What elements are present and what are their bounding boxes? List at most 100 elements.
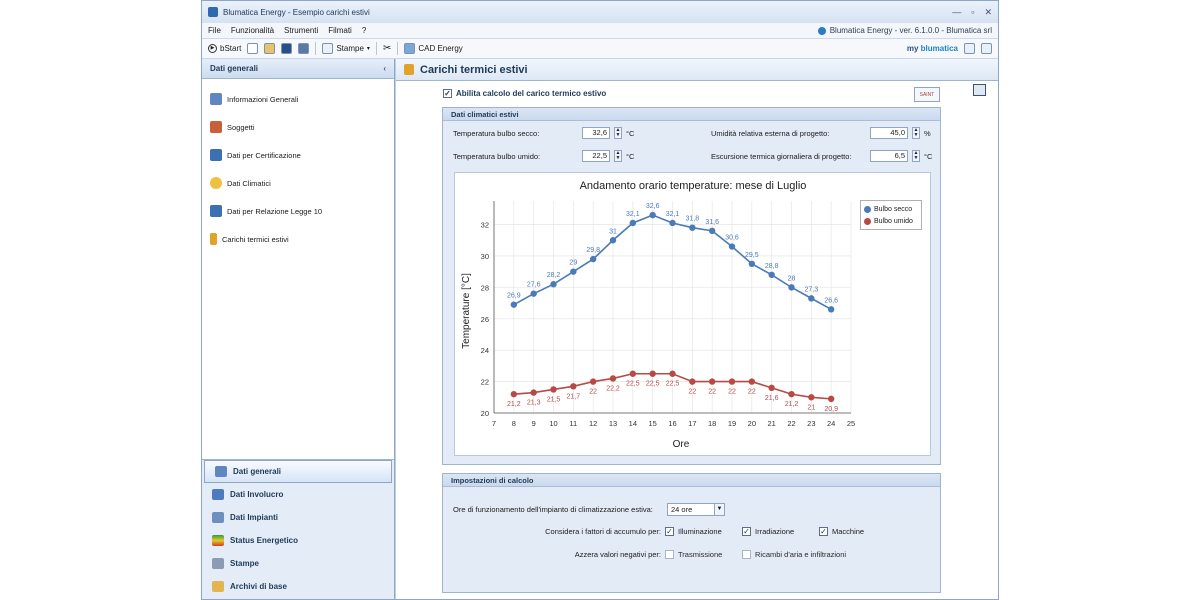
save-as-icon[interactable]	[298, 43, 310, 54]
menu-file[interactable]: File	[208, 26, 221, 35]
data-point	[510, 390, 518, 398]
wet-bulb-spinner[interactable]: ▲ ▼	[614, 150, 622, 162]
close-icon[interactable]: ✕	[984, 6, 992, 17]
x-tick-label: 13	[609, 419, 617, 428]
excursion-spinner[interactable]: ▲ ▼	[912, 150, 920, 162]
data-point	[808, 295, 815, 302]
sidebar-item-soggetti[interactable]: Soggetti	[202, 113, 394, 141]
hours-select[interactable]: 24 ore ▼	[667, 503, 725, 516]
energy-label-icon	[212, 535, 224, 546]
illuminazione-checkbox[interactable]: ✓ Illuminazione	[665, 527, 722, 536]
x-tick-label: 10	[549, 419, 557, 428]
bstart-button[interactable]: ▶ bStart	[208, 44, 241, 53]
data-label: 22,5	[646, 381, 660, 388]
irradiazione-checkbox[interactable]: ✓ Irradiazione	[742, 527, 795, 536]
toolbar: ▶ bStart Stampe ▾ ✂ CAD Energy my blumat…	[202, 39, 998, 59]
data-point	[708, 227, 716, 235]
sidebar-item-dati-climatici[interactable]: Dati Climatici	[202, 169, 394, 197]
humidity-spinner[interactable]: ▲ ▼	[912, 127, 920, 139]
menu-strumenti[interactable]: Strumenti	[284, 26, 319, 35]
left-panel: Dati generali ‹ Informazioni Generali So…	[202, 59, 395, 599]
enable-summer-load-checkbox[interactable]: ✓ Abilita calcolo del carico termico est…	[443, 89, 607, 98]
data-label: 22	[589, 389, 597, 396]
saint-button[interactable]: SAINT	[914, 87, 940, 102]
chevron-down-icon[interactable]: ▼	[714, 504, 724, 515]
new-file-icon[interactable]	[247, 43, 259, 54]
ricambi-aria-checkbox[interactable]: Ricambi d'aria e infiltrazioni	[742, 550, 846, 559]
data-label: 21,2	[785, 401, 799, 408]
data-label: 28,2	[547, 272, 561, 279]
panel-toggle-icon[interactable]	[973, 84, 986, 96]
data-label: 32,6	[646, 203, 660, 210]
info-general-icon	[210, 93, 222, 105]
tools-icon[interactable]: ✂	[382, 43, 392, 54]
main-content: Carichi termici estivi ✓ Abilita calcolo…	[395, 59, 998, 599]
macchine-checkbox[interactable]: ✓ Macchine	[819, 527, 865, 536]
nav-dati-impianti[interactable]: Dati Impianti	[202, 506, 394, 529]
nav-stampe[interactable]: Stampe	[202, 552, 394, 575]
sidebar-item-carichi-termici[interactable]: Carichi termici estivi	[202, 225, 394, 253]
wet-bulb-input[interactable]: 22,5	[582, 150, 610, 162]
data-label: 31,6	[705, 219, 719, 226]
chart-title: Andamento orario temperature: mese di Lu…	[580, 180, 807, 192]
nav-dati-generali[interactable]: Dati generali	[204, 460, 392, 483]
data-point	[827, 306, 835, 313]
negative-row: Azzera valori negativi per: Trasmissione…	[574, 550, 847, 559]
data-point	[748, 378, 756, 385]
settings-icon[interactable]	[964, 43, 975, 54]
y-tick-label: 24	[481, 346, 489, 355]
y-tick-label: 22	[481, 378, 489, 387]
stampe-button[interactable]: Stampe ▾	[322, 43, 370, 54]
menu-funzionalita[interactable]: Funzionalità	[230, 26, 275, 35]
data-label: 22	[708, 389, 716, 396]
sidebar-item-relazione-legge-10[interactable]: Dati per Relazione Legge 10	[202, 197, 394, 225]
data-label: 21,2	[507, 401, 521, 408]
collapse-chevron-icon[interactable]: ‹	[383, 64, 386, 73]
x-tick-label: 12	[589, 419, 597, 428]
data-label: 21,6	[765, 395, 779, 402]
dry-bulb-spinner[interactable]: ▲ ▼	[614, 127, 622, 139]
menu-help[interactable]: ?	[361, 26, 367, 35]
checkbox-checked-icon[interactable]: ✓	[443, 89, 452, 98]
document-icon	[210, 205, 222, 217]
minimize-icon[interactable]: —	[952, 6, 962, 17]
x-tick-label: 17	[688, 419, 696, 428]
data-point	[530, 290, 537, 297]
menu-filmati[interactable]: Filmati	[328, 26, 352, 35]
data-point	[530, 389, 537, 396]
y-tick-label: 30	[481, 252, 489, 261]
nav-dati-involucro[interactable]: Dati Involucro	[202, 483, 394, 506]
sidebar-item-certificazione[interactable]: Dati per Certificazione	[202, 141, 394, 169]
sidebar-item-informazioni-generali[interactable]: Informazioni Generali	[202, 85, 394, 113]
data-label: 29,5	[745, 252, 759, 259]
x-tick-label: 8	[512, 419, 516, 428]
x-tick-label: 9	[532, 419, 536, 428]
data-label: 21,5	[547, 396, 561, 403]
data-point	[748, 260, 756, 268]
dry-bulb-input[interactable]: 32,6	[582, 127, 610, 139]
excursion-input[interactable]: 6,5	[870, 150, 908, 162]
data-label: 28	[788, 275, 796, 282]
excursion-row: Escursione termica giornaliera di proget…	[711, 150, 933, 162]
nav-status-energetico[interactable]: Status Energetico	[202, 529, 394, 552]
humidity-input[interactable]: 45,0	[870, 127, 908, 139]
open-folder-icon[interactable]	[264, 43, 276, 54]
data-point	[609, 237, 617, 244]
data-label: 22,2	[606, 385, 620, 392]
page-header: Carichi termici estivi	[396, 59, 998, 81]
data-label: 22,5	[666, 381, 680, 388]
cad-energy-button[interactable]: CAD Energy	[404, 43, 463, 54]
menu-bar: File Funzionalità Strumenti Filmati ? Bl…	[202, 23, 998, 39]
trasmissione-checkbox[interactable]: Trasmissione	[665, 550, 738, 559]
title-bar: Blumatica Energy - Esempio carichi estiv…	[202, 1, 998, 23]
data-point	[589, 378, 597, 385]
maximize-icon[interactable]: ▫	[971, 6, 975, 17]
x-tick-label: 22	[787, 419, 795, 428]
info-icon[interactable]	[981, 43, 992, 54]
nav-archivi-di-base[interactable]: Archivi di base	[202, 575, 394, 598]
brand-logo[interactable]: my blumatica	[906, 44, 958, 53]
data-label: 22	[728, 389, 736, 396]
printer-icon	[212, 558, 224, 569]
save-icon[interactable]	[281, 43, 293, 54]
x-tick-label: 18	[708, 419, 716, 428]
